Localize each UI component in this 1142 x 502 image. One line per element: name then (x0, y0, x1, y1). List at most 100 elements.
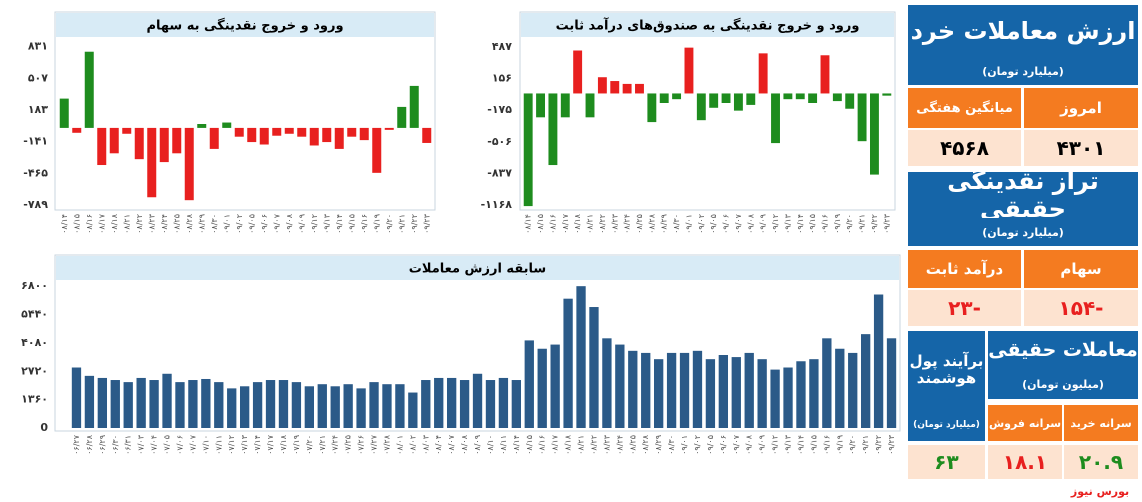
x-tick-label: ۰۸/۲۹ (660, 214, 669, 234)
x-tick-label: ۰۸/۰۴ (434, 435, 443, 455)
chart-title: ورود و خروج نقدینگی به سهام (146, 18, 343, 34)
bar (84, 375, 95, 428)
x-tick-label: ۰۷/۰۴ (150, 435, 159, 455)
x-tick-label: ۰۹/۱۵ (347, 214, 356, 234)
x-tick-label: ۰۹/۰۱ (680, 435, 689, 455)
x-tick-label: ۰۹/۰۷ (734, 213, 743, 234)
bar (59, 98, 69, 128)
x-tick-label: ۰۹/۰۵ (709, 214, 718, 234)
x-tick-label: ۰۸/۳۰ (210, 214, 219, 234)
x-tick-label: ۰۸/۰۸ (460, 434, 469, 455)
bar (421, 380, 431, 428)
x-tick-label: ۰۷/۰۷ (188, 434, 197, 455)
x-tick-label: ۰۷/۱۹ (292, 435, 301, 455)
x-tick-label: ۰۹/۰۲ (693, 435, 702, 455)
smart-money-title: برآیند پول هوشمند (908, 331, 985, 409)
bar (259, 127, 269, 145)
y-tick-label: -۸۳۷ (487, 166, 512, 179)
bar (343, 384, 353, 428)
y-tick-label: -۱۴۱ (23, 135, 48, 148)
bar (227, 388, 237, 428)
x-tick-label: ۰۸/۱۶ (85, 214, 94, 234)
bar (434, 377, 444, 428)
bar (659, 93, 669, 103)
bar (384, 127, 394, 130)
x-tick-label: ۰۹/۰۶ (719, 435, 728, 455)
x-tick-label: ۰۹/۰۶ (722, 214, 731, 234)
x-tick-label: ۰۹/۱۳ (783, 213, 792, 234)
y-tick-label: ۵۴۴۰ (21, 308, 48, 321)
bar (71, 367, 82, 428)
x-tick-label: ۰۹/۰۱ (222, 214, 231, 234)
bar (576, 286, 586, 428)
x-tick-label: ۰۹/۱۲ (771, 435, 780, 455)
x-tick-label: ۰۸/۲۴ (615, 435, 624, 455)
x-tick-label: ۰۸/۱۸ (564, 434, 573, 455)
bar (214, 382, 224, 428)
x-tick-label: ۰۸/۲۲ (135, 214, 144, 234)
x-tick-label: ۰۸/۱۷ (561, 213, 570, 234)
x-tick-label: ۰۸/۲۵ (628, 435, 637, 455)
bar (172, 127, 182, 154)
bar (848, 352, 858, 428)
x-tick-label: ۰۸/۲۸ (185, 213, 194, 234)
x-tick-label: ۰۹/۲۱ (397, 214, 406, 234)
bar (136, 377, 146, 428)
bar (162, 373, 172, 428)
bar (369, 382, 379, 428)
x-tick-label: ۰۸/۱۶ (538, 435, 547, 455)
bar (197, 124, 207, 128)
x-tick-label: ۰۹/۰۲ (697, 214, 706, 234)
bar (97, 127, 107, 166)
bar (808, 93, 818, 103)
x-tick-label: ۰۷/۱۸ (279, 434, 288, 455)
x-tick-label: ۰۷/۲۱ (318, 435, 327, 455)
x-tick-label: ۰۸/۱۸ (573, 213, 582, 234)
balance-value: -۱۵۴ (1024, 290, 1138, 326)
x-tick-label: ۰۸/۲۲ (589, 435, 598, 455)
x-tick-label: ۰۸/۲۴ (623, 214, 632, 234)
x-tick-label: ۰۸/۱۷ (97, 213, 106, 234)
x-tick-label: ۰۹/۰۸ (745, 434, 754, 455)
x-tick-label: ۰۹/۰۸ (285, 213, 294, 234)
bar (536, 93, 546, 118)
y-tick-label: ۲۷۲۰ (21, 364, 48, 377)
x-tick-label: ۰۹/۲۲ (410, 214, 419, 234)
x-tick-label: ۰۷/۱۳ (240, 434, 249, 455)
individual-header: سرانه فروش (988, 405, 1062, 441)
bar (718, 355, 729, 428)
bar (537, 348, 547, 428)
x-tick-label: ۰۷/۲۵ (344, 435, 353, 455)
x-tick-label: ۰۸/۰۷ (447, 434, 456, 455)
x-tick-label: ۰۹/۱۵ (808, 214, 817, 234)
x-tick-label: ۰۷/۰۳ (137, 434, 146, 455)
bar (721, 93, 731, 103)
chart-frame (54, 11, 436, 211)
x-tick-label: ۰۷/۲۰ (305, 435, 314, 455)
bar (573, 50, 583, 94)
bar (746, 93, 756, 105)
balance-value: -۲۳ (908, 290, 1021, 326)
bar (147, 127, 157, 198)
x-tick-label: ۰۸/۲۵ (635, 214, 644, 234)
bar (548, 93, 558, 166)
bar (602, 338, 612, 428)
x-tick-label: ۰۹/۱۳ (784, 434, 793, 455)
bar (110, 380, 120, 428)
bar (222, 122, 232, 128)
bar (635, 83, 644, 94)
smart-money-value: ۶۳ (908, 445, 985, 479)
bar (585, 93, 595, 118)
bar (666, 352, 677, 428)
x-tick-label: ۰۹/۲۰ (385, 214, 394, 234)
bar (330, 386, 340, 428)
x-tick-label: ۰۹/۰۷ (272, 213, 281, 234)
x-tick-label: ۰۹/۰۷ (732, 434, 741, 455)
x-tick-label: ۰۹/۱۶ (360, 214, 369, 234)
retail-header: میانگین هفتگی (908, 88, 1021, 128)
x-tick-label: ۰۸/۲۹ (654, 435, 663, 455)
x-tick-label: ۰۹/۱۳ (322, 213, 331, 234)
bar (247, 127, 257, 143)
bar (744, 352, 754, 428)
x-tick-label: ۰۹/۲۲ (870, 214, 879, 234)
